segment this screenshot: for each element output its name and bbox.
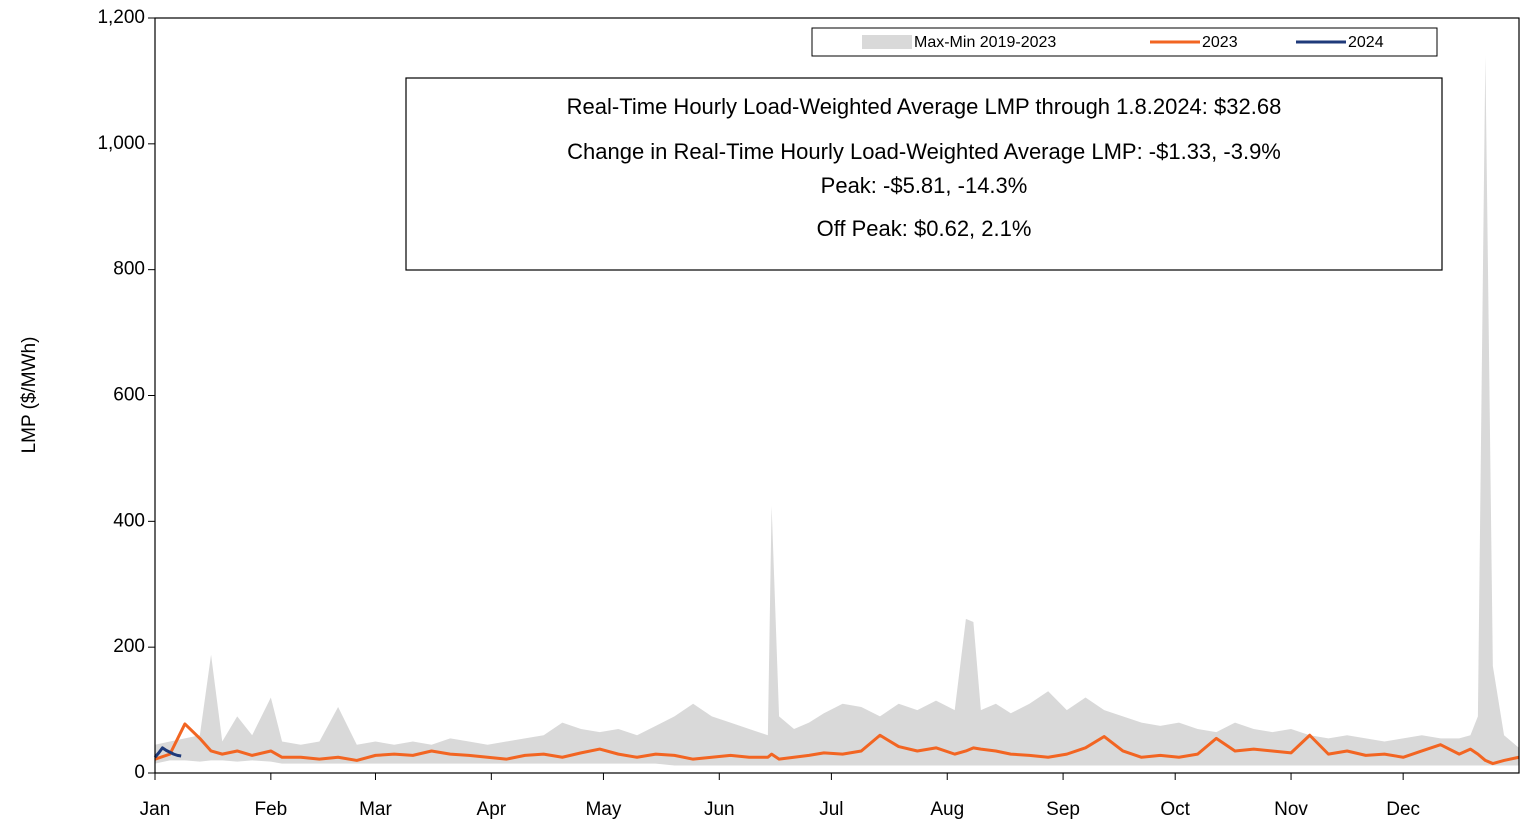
y-tick-label: 200 bbox=[113, 636, 145, 657]
x-tick-label: Jun bbox=[704, 799, 735, 820]
x-tick-label: Aug bbox=[930, 799, 964, 820]
legend-swatch bbox=[862, 35, 912, 49]
x-tick-label: Dec bbox=[1386, 799, 1420, 820]
series-line bbox=[154, 722, 1520, 766]
x-tick-label: Jul bbox=[819, 799, 843, 820]
legend-label: 2024 bbox=[1348, 34, 1384, 51]
y-tick-label: 1,200 bbox=[97, 7, 145, 28]
annotation: Change in Real-Time Hourly Load-Weighted… bbox=[567, 139, 1281, 164]
y-axis-title: LMP ($/MWh) bbox=[19, 337, 40, 454]
y-tick-label: 400 bbox=[113, 510, 145, 531]
x-tick-label: Sep bbox=[1046, 799, 1080, 820]
annotation: Real-Time Hourly Load-Weighted Average L… bbox=[567, 94, 1282, 119]
y-tick-label: 600 bbox=[113, 385, 145, 406]
x-tick-label: Jan bbox=[140, 799, 171, 820]
legend-label: 2023 bbox=[1202, 34, 1238, 51]
x-tick-label: Nov bbox=[1274, 799, 1308, 820]
x-tick-label: May bbox=[585, 799, 621, 820]
x-tick-label: Feb bbox=[254, 799, 287, 820]
annotation: Off Peak: $0.62, 2.1% bbox=[817, 216, 1032, 241]
annotation: Peak: -$5.81, -14.3% bbox=[821, 173, 1028, 198]
annotation-box bbox=[405, 77, 1443, 271]
x-tick-label: Mar bbox=[359, 799, 392, 820]
y-tick-label: 0 bbox=[134, 762, 145, 783]
y-tick-label: 1,000 bbox=[97, 133, 145, 154]
x-tick-label: Oct bbox=[1160, 799, 1190, 820]
legend-label: Max-Min 2019-2023 bbox=[914, 34, 1056, 51]
y-tick-label: 800 bbox=[113, 259, 145, 280]
x-tick-label: Apr bbox=[477, 799, 507, 820]
series-line bbox=[153, 746, 182, 759]
